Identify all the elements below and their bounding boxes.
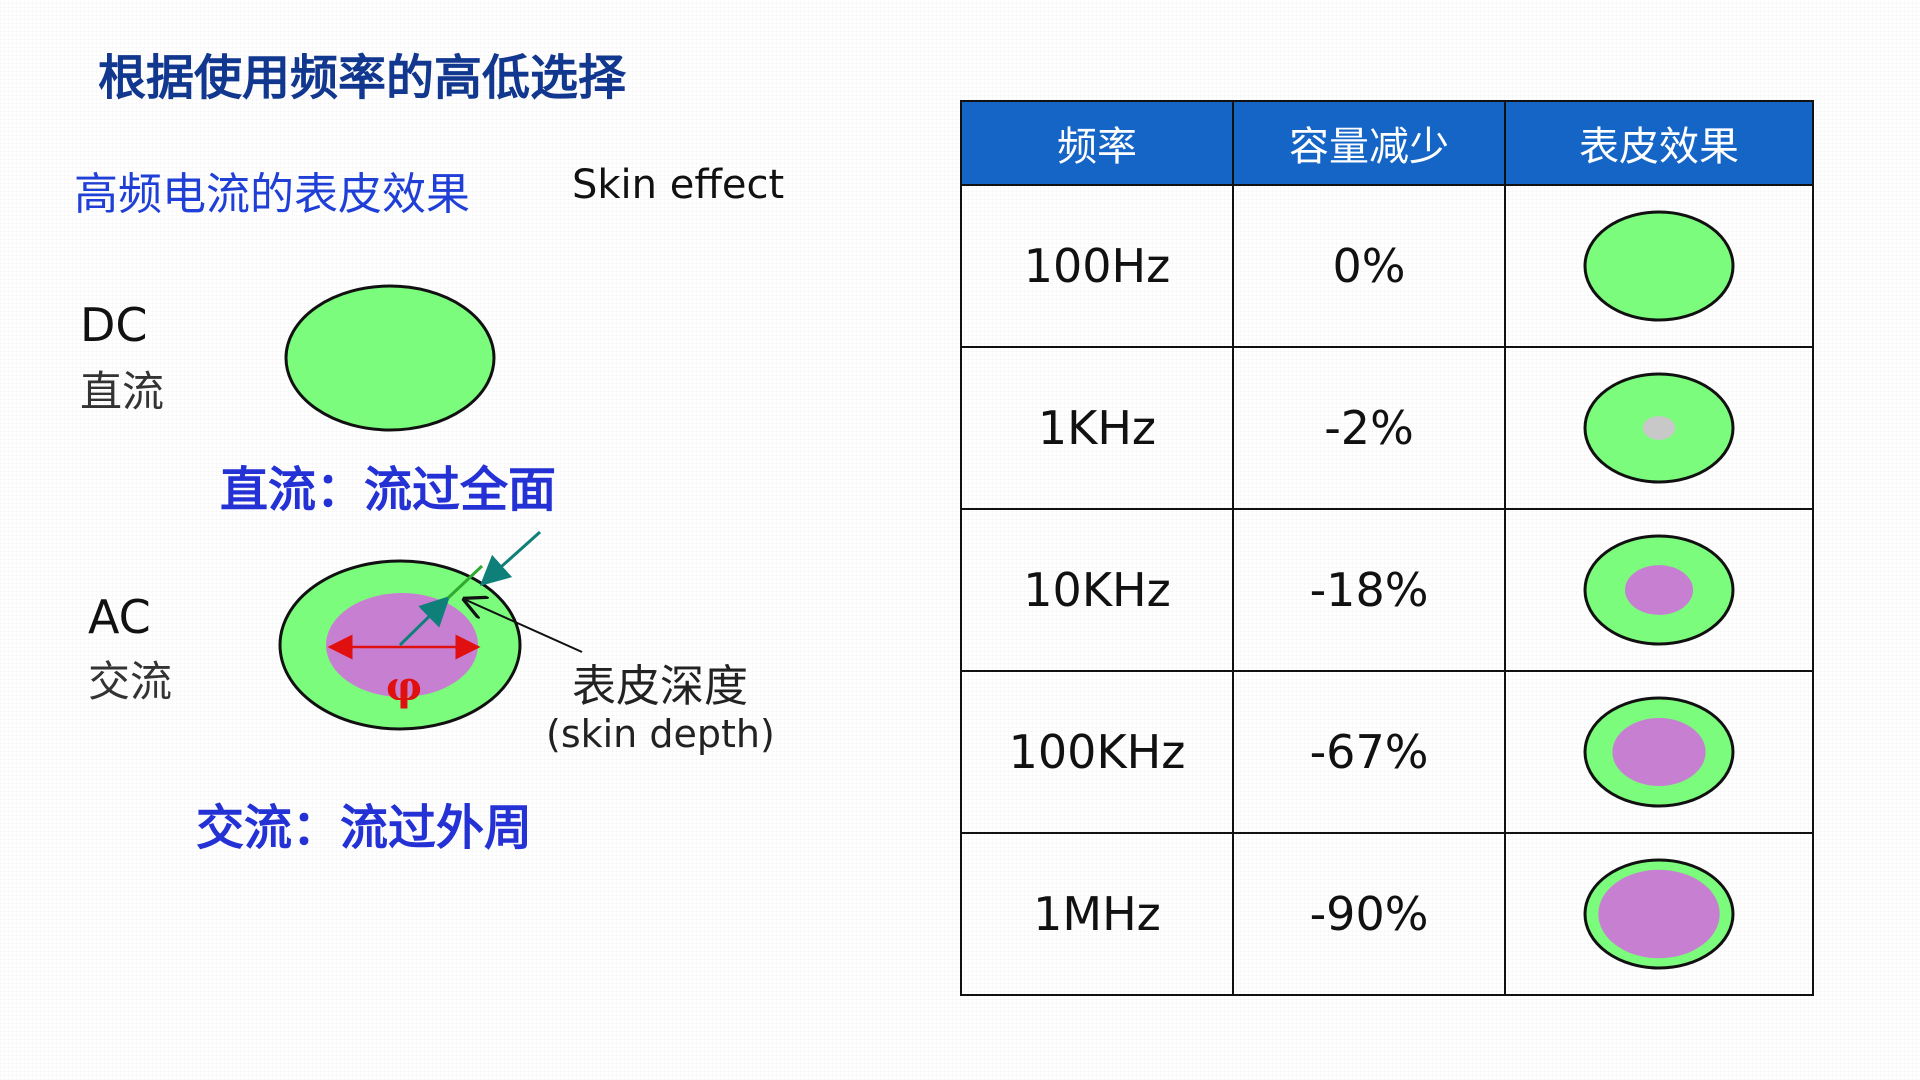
- cell-skin-effect: [1504, 508, 1814, 672]
- cell-skin-effect: [1504, 184, 1814, 348]
- dc-label: DC: [80, 298, 148, 352]
- header-frequency: 频率: [960, 100, 1234, 186]
- phi-symbol: φ: [386, 663, 422, 710]
- skin-depth-band: [446, 564, 484, 600]
- skin-depth-label: 表皮深度: [572, 661, 748, 712]
- dc-label-chinese: 直流: [80, 367, 165, 416]
- cell-reduction: -90%: [1232, 832, 1506, 996]
- skin-effect-icon: [1583, 858, 1735, 970]
- skin-depth-leader: [466, 600, 583, 653]
- current-core: [1598, 869, 1720, 959]
- page-title: 根据使用频率的高低选择: [98, 50, 627, 106]
- dc-caption: 直流：流过全面: [220, 462, 557, 518]
- table-row: 10KHz -18%: [960, 508, 1814, 672]
- skin-effect-icon: [1583, 210, 1735, 322]
- current-core: [1642, 416, 1676, 440]
- skin-effect-icon: [1583, 696, 1735, 808]
- ac-caption: 交流：流过外周: [196, 800, 533, 856]
- frequency-table: 频率 容量减少 表皮效果 100Hz 0% 1KHz -2% 10KHz -18…: [960, 100, 1814, 996]
- cell-frequency: 1MHz: [960, 832, 1234, 996]
- cell-frequency: 100KHz: [960, 670, 1234, 834]
- cell-reduction: -18%: [1232, 508, 1506, 672]
- cell-skin-effect: [1504, 832, 1814, 996]
- skin-effect-icon: [1583, 534, 1735, 646]
- table-row: 100KHz -67%: [960, 670, 1814, 834]
- skin-depth-inner-arrow: [398, 595, 451, 647]
- ac-label: AC: [88, 590, 151, 644]
- current-core: [1624, 565, 1694, 615]
- dc-conductor-ellipse: [284, 284, 496, 432]
- conductor-diagram: φ: [278, 284, 583, 731]
- subtitle-chinese: 高频电流的表皮效果: [74, 169, 470, 220]
- skin-effect-icon: [1583, 372, 1735, 484]
- skin-depth-outer-arrow: [479, 530, 542, 587]
- current-core: [1612, 717, 1706, 787]
- cell-frequency: 100Hz: [960, 184, 1234, 348]
- subtitle-english: Skin effect: [572, 162, 785, 208]
- table-header-row: 频率 容量减少 表皮效果: [960, 100, 1814, 186]
- table-row: 1KHz -2%: [960, 346, 1814, 510]
- cell-reduction: -67%: [1232, 670, 1506, 834]
- header-skin-effect: 表皮效果: [1504, 100, 1814, 186]
- cell-skin-effect: [1504, 670, 1814, 834]
- cell-frequency: 10KHz: [960, 508, 1234, 672]
- cell-skin-effect: [1504, 346, 1814, 510]
- cell-reduction: -2%: [1232, 346, 1506, 510]
- ac-label-chinese: 交流: [88, 657, 173, 706]
- header-capacity-reduction: 容量减少: [1232, 100, 1506, 186]
- table-row: 1MHz -90%: [960, 832, 1814, 996]
- skin-depth-label-english: (skin depth): [546, 712, 775, 756]
- cell-frequency: 1KHz: [960, 346, 1234, 510]
- conductor-outer: [1583, 210, 1735, 322]
- cell-reduction: 0%: [1232, 184, 1506, 348]
- table-row: 100Hz 0%: [960, 184, 1814, 348]
